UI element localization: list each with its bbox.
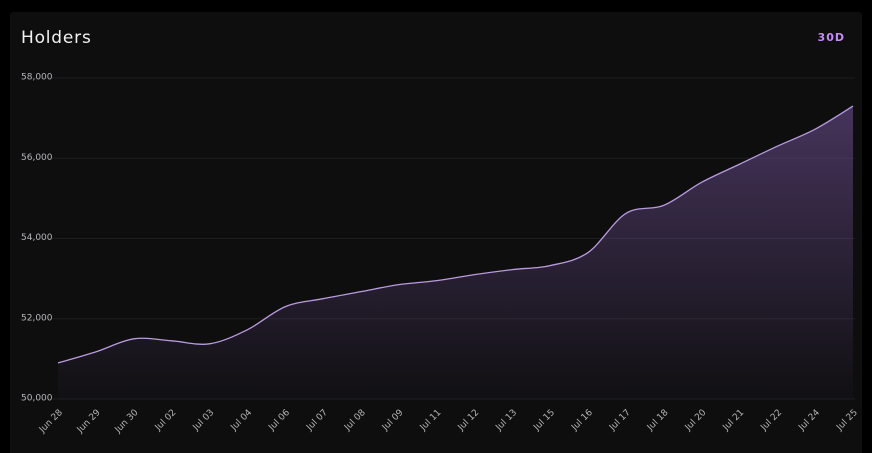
line — [57, 105, 854, 364]
chart-title: Holders — [21, 28, 92, 48]
y-tick-label: 58,000 — [21, 73, 53, 83]
y-tick-label: 54,000 — [21, 233, 53, 243]
area — [58, 106, 853, 400]
period-button[interactable]: 30D — [818, 31, 845, 44]
y-tick-label: 52,000 — [21, 313, 53, 323]
y-tick-label: 50,000 — [21, 394, 53, 404]
y-tick-label: 56,000 — [21, 153, 53, 163]
